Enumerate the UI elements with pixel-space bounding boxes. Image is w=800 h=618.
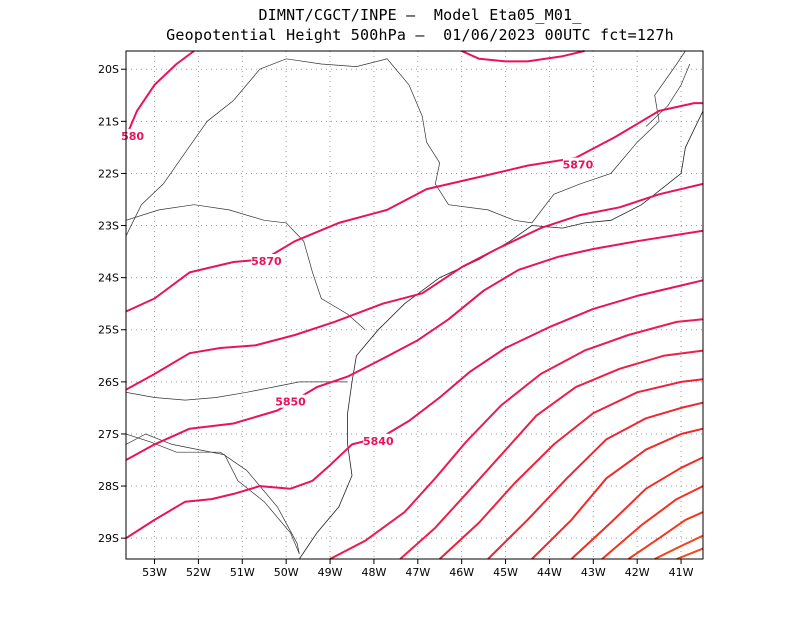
- contour-line: [125, 279, 704, 540]
- state-border: [125, 433, 300, 554]
- state-border: [125, 433, 300, 554]
- lon-tick-label: 49W: [318, 566, 343, 579]
- map-title-line2: Geopotential Height 500hPa – 01/06/2023 …: [166, 26, 674, 44]
- state-border: [125, 204, 366, 330]
- lon-tick-label: 46W: [449, 566, 474, 579]
- contour-line: [125, 182, 704, 391]
- height-contours: [125, 50, 704, 560]
- lon-tick-label: 48W: [361, 566, 386, 579]
- coastline: [298, 110, 704, 560]
- lat-tick-label: 28S: [98, 480, 119, 493]
- contour-label-bg: [562, 157, 593, 171]
- contour-line: [461, 50, 585, 63]
- contour-label: 5870: [563, 159, 594, 172]
- contour-line: [531, 427, 704, 560]
- contour-label-bg: [363, 433, 394, 447]
- lon-tick-label: 51W: [230, 566, 255, 579]
- contour-line: [627, 511, 704, 560]
- state-border: [125, 58, 532, 237]
- contour-label-bg: [117, 128, 148, 142]
- lat-tick-label: 25S: [98, 324, 119, 337]
- contour-line: [654, 534, 704, 560]
- lat-axis: 20S 21S 22S 23S 24S 25S 26S 27S 28S 29S: [98, 63, 126, 545]
- contour-line: [125, 102, 703, 313]
- lat-tick-label: 26S: [98, 376, 119, 389]
- lat-tick-label: 27S: [98, 428, 119, 441]
- contour-line: [125, 229, 704, 461]
- lon-tick-label: 44W: [537, 566, 562, 579]
- lon-tick-label: 53W: [142, 566, 167, 579]
- lat-tick-label: 20S: [98, 63, 119, 76]
- lon-tick-label: 42W: [625, 566, 650, 579]
- lon-tick-label: 47W: [405, 566, 430, 579]
- contour-label-bg: [251, 254, 282, 268]
- state-border: [125, 381, 348, 401]
- lon-axis: 53W 52W 51W 50W 49W 48W 47W 46W 45W 44W 43W 42W 41W: [142, 559, 694, 579]
- map-title-line1: DIMNT/CGCT/INPE – Model Eta05_M01_: [258, 6, 582, 24]
- state-border: [531, 50, 686, 224]
- lon-tick-label: 45W: [493, 566, 518, 579]
- coast-line: [298, 110, 704, 560]
- map-frame: [125, 50, 704, 560]
- lat-tick-label: 29S: [98, 532, 119, 545]
- contour-label: 5840: [363, 435, 394, 448]
- lon-tick-label: 41W: [669, 566, 694, 579]
- lat-tick-label: 23S: [98, 220, 119, 233]
- contour-line: [125, 50, 195, 138]
- lon-tick-label: 52W: [186, 566, 211, 579]
- lat-tick-label: 22S: [98, 167, 119, 180]
- lat-tick-label: 24S: [98, 272, 119, 285]
- lat-lon-grid: [126, 51, 703, 559]
- contour-label: 5850: [275, 396, 306, 409]
- contour-line: [399, 349, 704, 560]
- lon-tick-label: 50W: [274, 566, 299, 579]
- contour-line: [439, 378, 704, 560]
- contour-line: [487, 401, 704, 560]
- contour-label: 580: [121, 130, 144, 143]
- contour-label-bg: [275, 394, 306, 408]
- contour-labels: 580 5870 5870 5850 5840: [117, 128, 594, 448]
- contour-line: [329, 318, 704, 560]
- lat-tick-label: 21S: [98, 115, 119, 128]
- contour-label: 5870: [251, 255, 282, 268]
- contour-line: [601, 485, 704, 560]
- contour-line: [676, 547, 704, 560]
- state-border: [645, 63, 691, 127]
- contour-line: [570, 456, 704, 560]
- lon-tick-label: 43W: [581, 566, 606, 579]
